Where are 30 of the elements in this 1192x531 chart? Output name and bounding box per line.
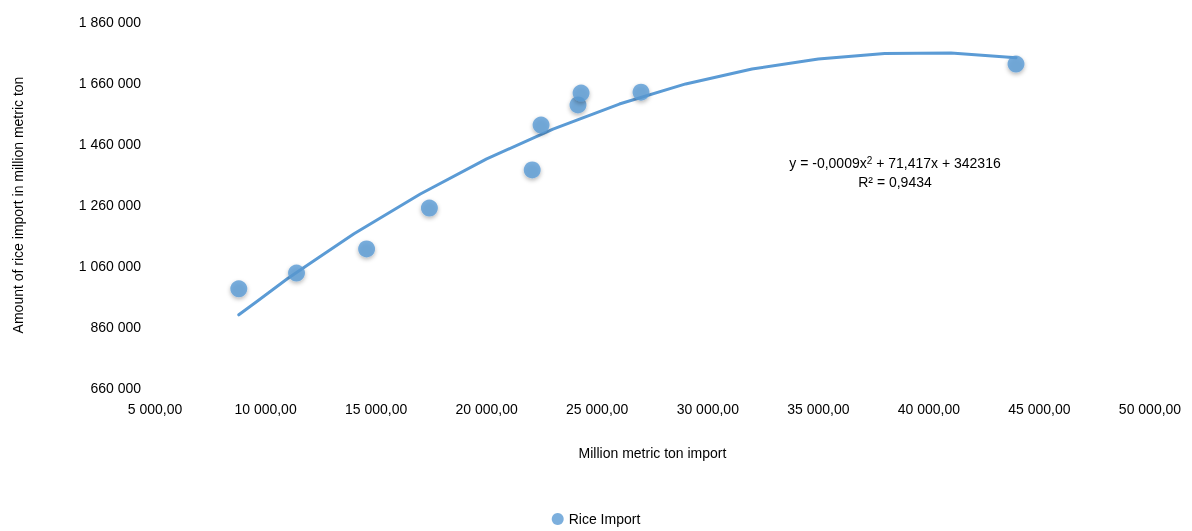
y-tick-label: 1 860 000 <box>78 14 142 30</box>
legend-label: Rice Import <box>568 511 641 527</box>
x-tick-label: 35 000,00 <box>787 401 850 417</box>
point <box>532 116 550 134</box>
point <box>230 280 248 298</box>
x-tick-label: 45 000,00 <box>1008 401 1071 417</box>
point <box>420 199 438 217</box>
point <box>288 264 306 282</box>
point <box>572 84 590 102</box>
y-tick-label: 1 260 000 <box>78 197 142 213</box>
x-tick-label: 15 000,00 <box>344 401 408 417</box>
y-tick-label: 1 060 000 <box>78 258 142 274</box>
y-axis-title: Amount of rice import in million metric ton <box>10 76 26 334</box>
x-tick-label: 5 000,00 <box>127 401 183 417</box>
annotation: R² = 0,9434 <box>858 174 932 190</box>
x-tick-label: 30 000,00 <box>676 401 740 417</box>
point <box>523 161 541 179</box>
y-tick-label: 1 660 000 <box>78 75 142 91</box>
x-tick-label: 50 000,00 <box>1118 401 1182 417</box>
point <box>632 83 650 101</box>
point <box>358 240 376 258</box>
y-tick-label: 660 000 <box>90 380 142 396</box>
x-tick-label: 25 000,00 <box>566 401 629 417</box>
x-axis-title: Million metric ton import <box>578 445 727 461</box>
x-tick-label: 40 000,00 <box>897 401 961 417</box>
y-tick-label: 860 000 <box>90 319 142 335</box>
x-tick-label: 20 000,00 <box>455 401 519 417</box>
y-tick-label: 1 460 000 <box>78 136 142 152</box>
x-tick-label: 10 000,00 <box>234 401 297 417</box>
point <box>1007 55 1025 73</box>
